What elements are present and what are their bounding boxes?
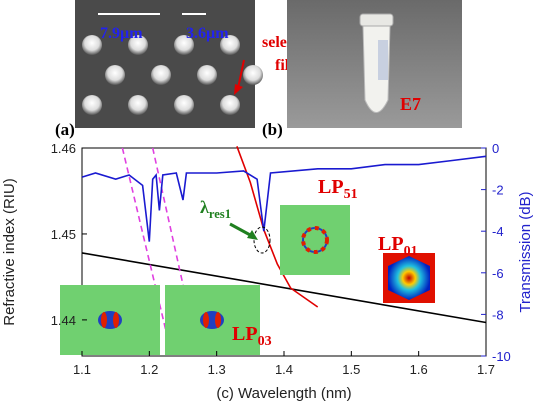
series-line <box>121 147 171 346</box>
x-axis-label: (c) Wavelength (nm) <box>216 385 351 402</box>
y-tick-label: 1.46 <box>51 141 76 156</box>
series-line <box>81 155 487 242</box>
y2-tick-label: -2 <box>492 183 504 198</box>
mode-inset <box>60 205 435 355</box>
x-tick-label: 1.3 <box>208 362 226 377</box>
x-tick-label: 1.6 <box>410 362 428 377</box>
hole <box>220 35 240 55</box>
panel-label: (b) <box>262 120 283 139</box>
y2-axis-label: Transmission (dB) <box>517 191 534 312</box>
y2-tick-label: -10 <box>492 349 511 364</box>
annotation-sub: 01 <box>404 244 418 259</box>
y-axis-label: Refractive index (RIU) <box>1 178 18 326</box>
annotation: LP01 <box>378 233 418 259</box>
x-tick-label: 1.1 <box>73 362 91 377</box>
y-tick-label: 1.44 <box>51 313 76 328</box>
hole <box>174 35 194 55</box>
series-line <box>81 252 487 324</box>
pointer <box>229 222 271 254</box>
y2-tick-label: 0 <box>492 141 499 156</box>
hole <box>128 95 148 115</box>
x-tick-label: 1.2 <box>140 362 158 377</box>
x-tick-label: 1.4 <box>275 362 293 377</box>
panel-label: (a) <box>55 120 75 139</box>
hole <box>197 65 217 85</box>
y-tick-label: 1.45 <box>51 227 76 242</box>
annotation-text: LP <box>378 233 404 255</box>
x-tick-label: 1.5 <box>342 362 360 377</box>
hole <box>174 95 194 115</box>
hole <box>128 35 148 55</box>
series-line <box>151 147 198 346</box>
annotation-sub: 51 <box>344 187 358 202</box>
annotation: LP03 <box>232 323 272 349</box>
y2-tick-label: -6 <box>492 266 504 281</box>
annotation-text: LP <box>232 323 258 345</box>
hole <box>82 35 102 55</box>
hole <box>220 95 240 115</box>
annotation: LP51 <box>318 176 358 202</box>
photo <box>287 0 462 128</box>
x-tick-label: 1.7 <box>477 362 495 377</box>
annotation-sub: 03 <box>258 334 272 349</box>
y2-tick-label: -4 <box>492 224 504 239</box>
annotation-text: λ <box>200 197 209 217</box>
annotation: 3.6µm <box>186 25 229 42</box>
annotation: 7.9µm <box>100 25 143 42</box>
annotation-sub: res1 <box>209 207 231 221</box>
hole <box>243 65 263 85</box>
annotation: E7 <box>400 94 421 114</box>
sem-image <box>75 0 263 128</box>
y2-tick-label: -8 <box>492 307 504 322</box>
series-line <box>236 146 319 308</box>
annotation: λres1 <box>200 197 231 221</box>
hole <box>105 65 125 85</box>
hole <box>151 65 171 85</box>
annotation-text: LP <box>318 176 344 198</box>
hole <box>82 95 102 115</box>
